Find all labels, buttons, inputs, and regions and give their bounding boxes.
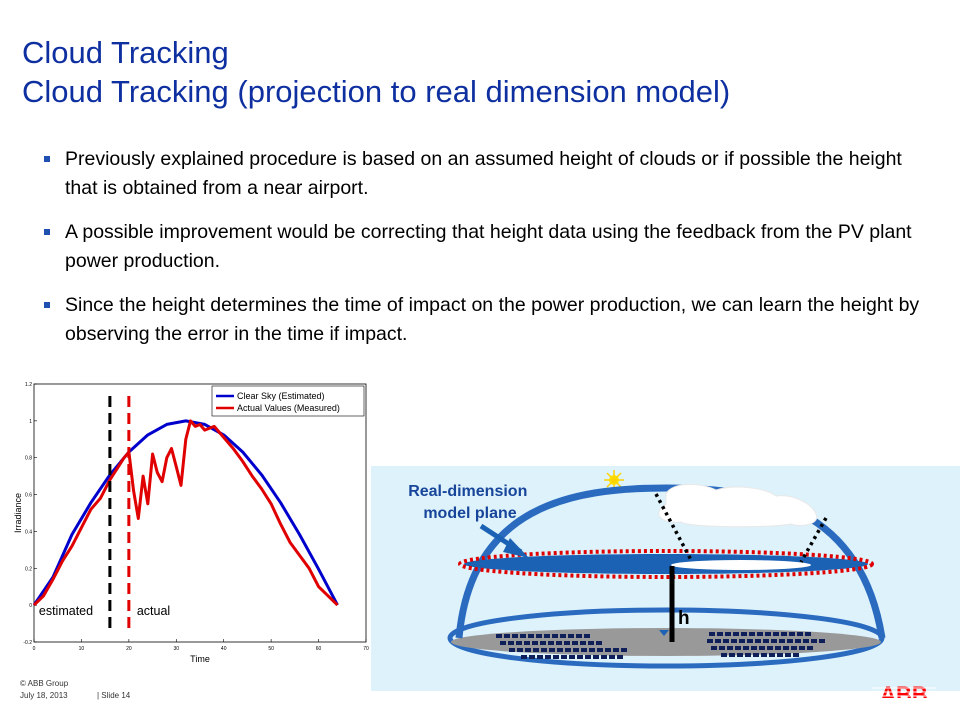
- bullet-text: Previously explained procedure is based …: [65, 148, 902, 199]
- y-tick-label: 0.4: [25, 529, 32, 535]
- series-line-1: [32, 419, 339, 606]
- irradiance-chart: 0 10 20 30 40 50 60 70 -0.2 0 0.2 0.4 0.6 0.8 1 1.2 Time…: [0, 378, 372, 668]
- plane-label-line-1: Real-dimension: [408, 483, 527, 500]
- bullet-item: A possible improvement would be correcti…: [44, 218, 924, 276]
- bullet-text: A possible improvement would be correcti…: [65, 221, 912, 272]
- arrow-head-icon: [503, 538, 529, 558]
- cloud-shadow-projection: [671, 560, 811, 570]
- series-line-2: [32, 419, 339, 607]
- abb-logo-icon: ABB: [872, 684, 936, 698]
- dome-arc: [455, 484, 886, 639]
- y-tick-label: 0.6: [25, 493, 32, 499]
- bullet-marker-icon: [44, 156, 50, 162]
- slide-subtitle: Cloud Tracking (projection to real dimen…: [22, 74, 731, 109]
- arrow-down-icon: [659, 630, 669, 636]
- legend-label: Clear Sky (Estimated): [237, 391, 325, 401]
- x-axis-label: Time: [190, 654, 210, 664]
- irradiance-chart-svg: 0 10 20 30 40 50 60 70-0.200.20.40.60.811.2Time…: [13, 382, 369, 664]
- x-tick-label: 60: [316, 646, 322, 652]
- x-tick-label: 30: [174, 646, 180, 652]
- bullet-list: Previously explained procedure is based …: [44, 145, 924, 364]
- plane-label-line-2: model plane: [423, 505, 516, 522]
- footer-slide-number: | Slide 14: [97, 691, 131, 700]
- abb-logo: ABB: [872, 684, 936, 698]
- cloud-projection-diagram-svg: h Real-dimension model plane: [371, 466, 960, 691]
- legend-box: [211, 385, 365, 417]
- cloud-icon: [658, 484, 818, 528]
- model-plane-outline: [458, 549, 874, 579]
- projection-ray: [799, 517, 828, 563]
- y-axis-label: Irradiance: [13, 493, 23, 533]
- legend-label: Actual Values (Measured): [237, 403, 340, 413]
- sun-icon: [604, 470, 624, 490]
- projection-ray: [654, 493, 693, 561]
- cloud-projection-diagram: h Real-dimension model plane: [371, 466, 960, 691]
- x-tick-label: 40: [221, 646, 227, 652]
- x-tick-label: 20: [126, 646, 132, 652]
- y-tick-label: -0.2: [23, 640, 32, 646]
- bullet-item: Since the height determines the time of …: [44, 291, 924, 349]
- height-label: h: [678, 608, 690, 629]
- bullet-text: Since the height determines the time of …: [65, 294, 920, 345]
- bullet-marker-icon: [44, 302, 50, 308]
- y-tick-label: 1: [29, 419, 32, 425]
- bullet-item: Previously explained procedure is based …: [44, 145, 924, 203]
- footer-date: July 18, 2013: [20, 691, 68, 700]
- bullet-marker-icon: [44, 229, 50, 235]
- annotation-label: actual: [137, 604, 170, 618]
- y-tick-label: 0.8: [25, 456, 32, 462]
- slide-title: Cloud Tracking: [22, 35, 229, 70]
- plane-label: Real-dimension model plane: [408, 483, 532, 522]
- x-tick-label: 10: [79, 646, 85, 652]
- x-tick-label: 70: [363, 646, 369, 652]
- footer-copyright: © ABB Group: [20, 679, 69, 688]
- x-tick-label: 50: [268, 646, 274, 652]
- y-tick-label: 0.2: [25, 566, 32, 572]
- y-tick-label: 1.2: [25, 382, 32, 388]
- x-tick-label: 0: [33, 646, 36, 652]
- annotation-label: estimated: [39, 604, 93, 618]
- pv-panel-array: [496, 632, 825, 659]
- y-tick-label: 0: [29, 603, 32, 609]
